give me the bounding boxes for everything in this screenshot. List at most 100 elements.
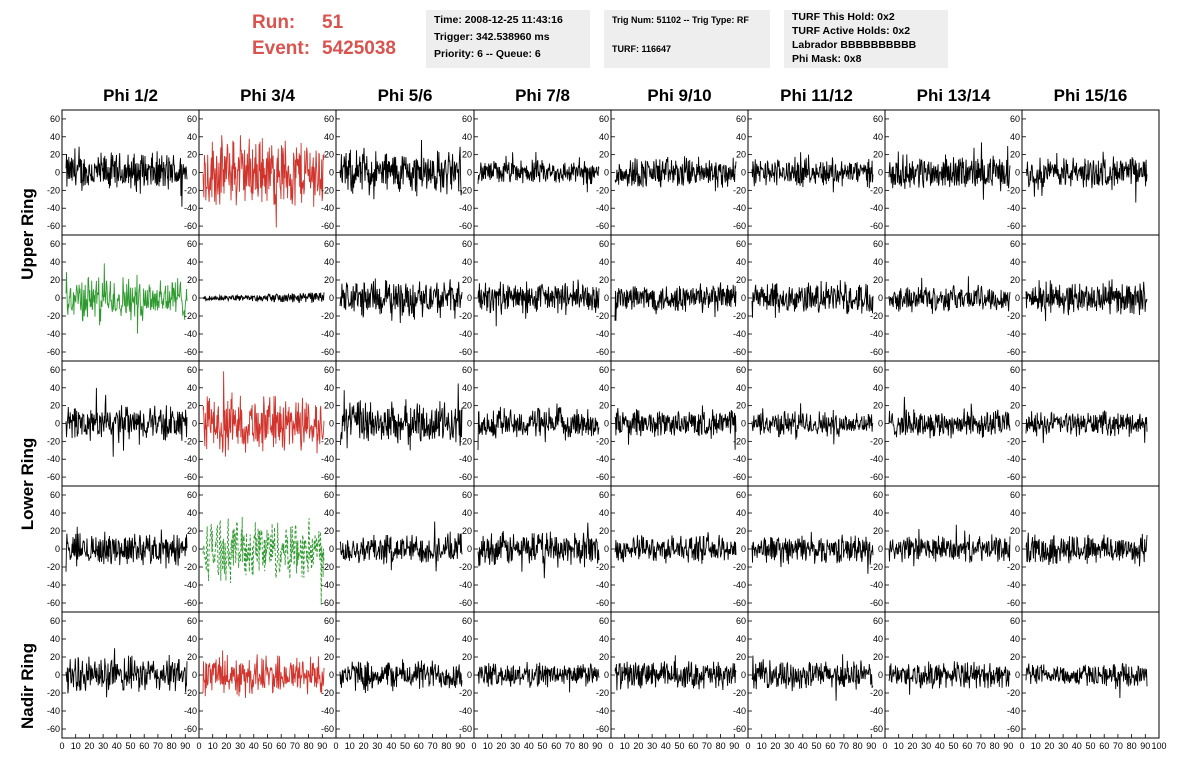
ytick-label: 60 [187, 616, 197, 626]
ytick-label: -40 [1007, 706, 1020, 716]
xtick-label: 10 [1031, 741, 1041, 751]
xtick-label: 60 [551, 741, 561, 751]
ytick-label: 40 [599, 634, 609, 644]
ytick-label: 20 [873, 526, 883, 536]
xtick-label: 70 [428, 741, 438, 751]
ytick-label: -40 [459, 454, 472, 464]
ytick-label: 40 [50, 257, 60, 267]
xtick-label: 10 [483, 741, 493, 751]
ytick-label: 60 [599, 365, 609, 375]
ytick-label: 40 [736, 508, 746, 518]
ytick-label: 60 [1010, 365, 1020, 375]
ytick-label: 40 [187, 383, 197, 393]
ytick-label: 0 [192, 168, 197, 178]
ytick-label: 60 [599, 114, 609, 124]
ytick-label: 40 [1010, 634, 1020, 644]
waveform-r5-c6 [751, 654, 874, 701]
xtick-label: 0 [1019, 741, 1024, 751]
ytick-label: -20 [184, 185, 197, 195]
ytick-label: 60 [736, 239, 746, 249]
ytick-label: -60 [47, 347, 60, 357]
waveform-r3-c2 [202, 371, 325, 457]
xtick-label: 10 [71, 741, 81, 751]
ytick-label: -20 [459, 436, 472, 446]
ytick-label: 20 [736, 150, 746, 160]
waveform-r4-c6 [751, 531, 874, 574]
xtick-label: 30 [235, 741, 245, 751]
ytick-label: -20 [184, 436, 197, 446]
ytick-label: 0 [1015, 544, 1020, 554]
xtick-label: 0 [196, 741, 201, 751]
ytick-label: -20 [733, 311, 746, 321]
xtick-label: 20 [496, 741, 506, 751]
xtick-label: 60 [688, 741, 698, 751]
ytick-label: -60 [1007, 347, 1020, 357]
ytick-label: -40 [459, 580, 472, 590]
xtick-label: 70 [976, 741, 986, 751]
ytick-label: -60 [321, 724, 334, 734]
waveform-r4-c7 [888, 524, 1011, 567]
ytick-label: -20 [321, 562, 334, 572]
ytick-label: 0 [329, 168, 334, 178]
ytick-label: -40 [47, 580, 60, 590]
ytick-label: 40 [462, 508, 472, 518]
ytick-label: 20 [462, 401, 472, 411]
ytick-label: -60 [733, 598, 746, 608]
ytick-label: 40 [50, 383, 60, 393]
xtick-label: 10 [620, 741, 630, 751]
ytick-label: -60 [321, 347, 334, 357]
ytick-label: 40 [736, 383, 746, 393]
waveform-r2-c1 [65, 263, 188, 334]
turf-info-box: TURF This Hold: 0x2 TURF Active Holds: 0… [784, 10, 948, 68]
xtick-label: 70 [1113, 741, 1123, 751]
ytick-label: 0 [1015, 168, 1020, 178]
waveform-r1-c8 [1025, 151, 1148, 203]
ytick-label: 0 [467, 168, 472, 178]
ytick-label: -20 [1007, 436, 1020, 446]
ytick-label: -60 [1007, 724, 1020, 734]
xtick-label: 20 [221, 741, 231, 751]
ytick-label: 40 [873, 257, 883, 267]
ytick-label: 0 [1015, 419, 1020, 429]
ytick-label: 0 [1015, 293, 1020, 303]
ytick-label: -60 [596, 598, 609, 608]
waveform-r2-c2 [202, 292, 325, 304]
ytick-label: -20 [47, 688, 60, 698]
ytick-label: 60 [462, 239, 472, 249]
ytick-label: 0 [192, 293, 197, 303]
ytick-label: -60 [870, 347, 883, 357]
ytick-label: -20 [459, 562, 472, 572]
ytick-label: 60 [50, 365, 60, 375]
xtick-label: 60 [276, 741, 286, 751]
run-label: Run: [252, 12, 296, 33]
time-info-box: Time: 2008-12-25 11:43:16 Trigger: 342.5… [426, 10, 590, 68]
ytick-label: 0 [741, 293, 746, 303]
xtick-label: 90 [455, 741, 465, 751]
event-value: 5425038 [322, 38, 396, 59]
xtick-label: 0 [59, 741, 64, 751]
ytick-label: -20 [596, 562, 609, 572]
ytick-label: -40 [459, 203, 472, 213]
ytick-label: -60 [47, 598, 60, 608]
ytick-label: 40 [599, 508, 609, 518]
ytick-label: 20 [873, 652, 883, 662]
waveform-r3-c6 [751, 403, 874, 445]
ytick-label: 60 [50, 239, 60, 249]
ytick-label: 60 [736, 365, 746, 375]
ytick-label: 40 [1010, 132, 1020, 142]
waveform-r4-c5 [614, 532, 737, 564]
waveform-r4-c1 [65, 526, 188, 572]
ytick-label: -40 [870, 329, 883, 339]
ytick-label: -60 [321, 598, 334, 608]
ytick-label: -60 [184, 221, 197, 231]
ytick-label: 20 [187, 275, 197, 285]
ytick-label: -40 [184, 454, 197, 464]
xtick-label: 90 [1003, 741, 1013, 751]
ytick-label: 40 [1010, 508, 1020, 518]
ytick-label: -20 [733, 436, 746, 446]
xtick-label: 20 [84, 741, 94, 751]
ytick-label: -40 [1007, 580, 1020, 590]
ytick-label: 0 [55, 168, 60, 178]
ytick-label: 0 [604, 293, 609, 303]
